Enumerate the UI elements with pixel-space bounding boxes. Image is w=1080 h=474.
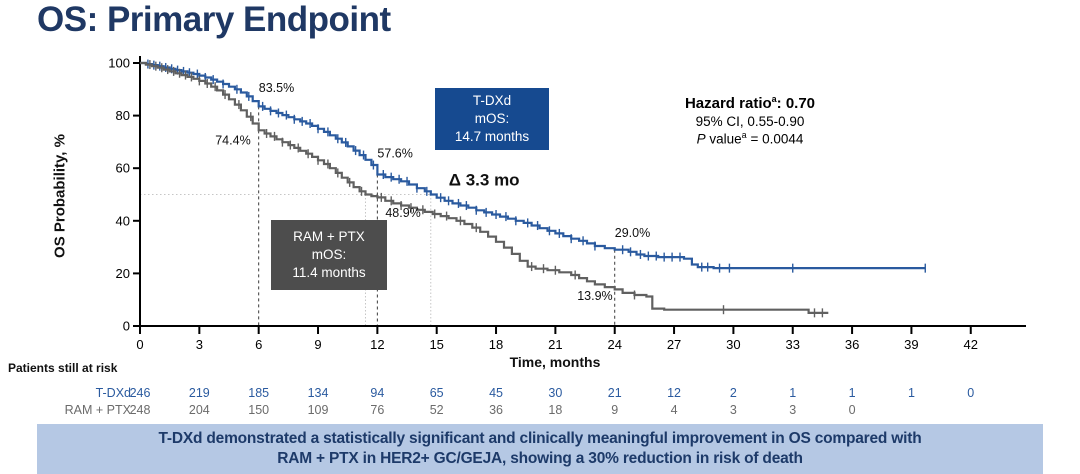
at-risk-value: 204: [189, 403, 210, 417]
at-risk-value: 52: [430, 403, 444, 417]
x-tick-label: 15: [429, 337, 443, 352]
y-tick-label: 100: [108, 56, 130, 71]
confidence-interval: 95% CI, 0.55-0.90: [695, 114, 805, 129]
at-risk-value: 45: [489, 386, 503, 400]
at-risk-value: 246: [130, 386, 151, 400]
ram-median-line3: 11.4 months: [292, 265, 366, 281]
at-risk-value: 134: [308, 386, 329, 400]
at-risk-value: 12: [667, 386, 681, 400]
at-risk-value: 76: [370, 403, 384, 417]
at-risk-value: 9: [611, 403, 618, 417]
percent-annotation: 13.9%: [577, 289, 612, 303]
percent-annotation: 74.4%: [215, 134, 250, 148]
at-risk-value: 3: [730, 403, 737, 417]
conclusion-line2: RAM + PTX in HER2+ GC/GEJA, showing a 30…: [277, 450, 803, 467]
y-tick-label: 40: [116, 213, 130, 228]
page-title: OS: Primary Endpoint: [37, 0, 391, 39]
at-risk-value: 2: [730, 386, 737, 400]
hazard-ratio-block: Hazard ratioa: 0.70 95% CI, 0.55-0.90 P …: [645, 94, 855, 147]
x-tick-label: 24: [607, 337, 621, 352]
at-risk-value: 0: [849, 403, 856, 417]
at-risk-value: 4: [671, 403, 678, 417]
km-curve-ram-ptx: [140, 61, 829, 314]
at-risk-value: 0: [967, 386, 974, 400]
at-risk-heading: Patients still at risk: [8, 361, 118, 375]
percent-annotation: 83.5%: [259, 81, 294, 95]
at-risk-value: 1: [789, 386, 796, 400]
km-curve-tdxd: [140, 61, 926, 270]
conclusion-line1: T-DXd demonstrated a statistically signi…: [158, 429, 922, 447]
x-tick-label: 18: [489, 337, 503, 352]
ram-median-line2: mOS:: [311, 246, 347, 262]
at-risk-value: 3: [789, 403, 796, 417]
y-tick-label: 20: [116, 266, 130, 281]
y-tick-label: 80: [116, 108, 130, 123]
percent-annotation: 29.0%: [615, 226, 650, 240]
tdxd-median-line2: mOS:: [474, 110, 510, 126]
at-risk-row-label: T-DXd: [96, 386, 131, 400]
x-tick-label: 42: [964, 337, 978, 352]
at-risk-value: 248: [130, 403, 151, 417]
at-risk-value: 21: [608, 386, 622, 400]
y-tick-label: 60: [116, 161, 130, 176]
x-tick-label: 0: [136, 337, 143, 352]
x-tick-label: 9: [314, 337, 321, 352]
percent-annotation: 48.9%: [385, 206, 420, 220]
p-value-line: P valuea = 0.0044: [696, 130, 804, 147]
at-risk-value: 150: [248, 403, 269, 417]
at-risk-row-label: RAM + PTX: [65, 403, 132, 417]
x-tick-label: 33: [786, 337, 800, 352]
x-axis-label: Time, months: [509, 354, 601, 370]
y-tick-label: 0: [123, 319, 130, 334]
x-tick-label: 36: [845, 337, 859, 352]
delta-annotation: Δ 3.3 mo: [449, 170, 520, 189]
ram-median-line1: RAM + PTX: [293, 228, 365, 244]
hazard-ratio-line: Hazard ratioa: 0.70: [684, 94, 816, 112]
at-risk-value: 185: [248, 386, 269, 400]
at-risk-value: 30: [548, 386, 562, 400]
x-tick-label: 30: [726, 337, 740, 352]
tdxd-median-callout: T-DXd mOS: 14.7 months: [435, 88, 549, 150]
percent-annotation: 57.6%: [377, 147, 412, 161]
at-risk-value: 1: [908, 386, 915, 400]
at-risk-value: 94: [370, 386, 384, 400]
at-risk-value: 109: [308, 403, 329, 417]
x-tick-label: 39: [904, 337, 918, 352]
at-risk-value: 18: [548, 403, 562, 417]
x-tick-label: 12: [370, 337, 384, 352]
at-risk-value: 1: [849, 386, 856, 400]
tdxd-median-line3: 14.7 months: [454, 129, 530, 145]
ram-median-callout: RAM + PTX mOS: 11.4 months: [271, 220, 387, 290]
x-tick-label: 6: [255, 337, 262, 352]
x-tick-label: 27: [667, 337, 681, 352]
at-risk-value: 36: [489, 403, 503, 417]
conclusion-banner: T-DXd demonstrated a statistically signi…: [37, 424, 1043, 474]
at-risk-value: 65: [430, 386, 444, 400]
at-risk-value: 219: [189, 386, 210, 400]
tdxd-median-line1: T-DXd: [472, 92, 512, 108]
x-tick-label: 21: [548, 337, 562, 352]
x-tick-label: 3: [196, 337, 203, 352]
